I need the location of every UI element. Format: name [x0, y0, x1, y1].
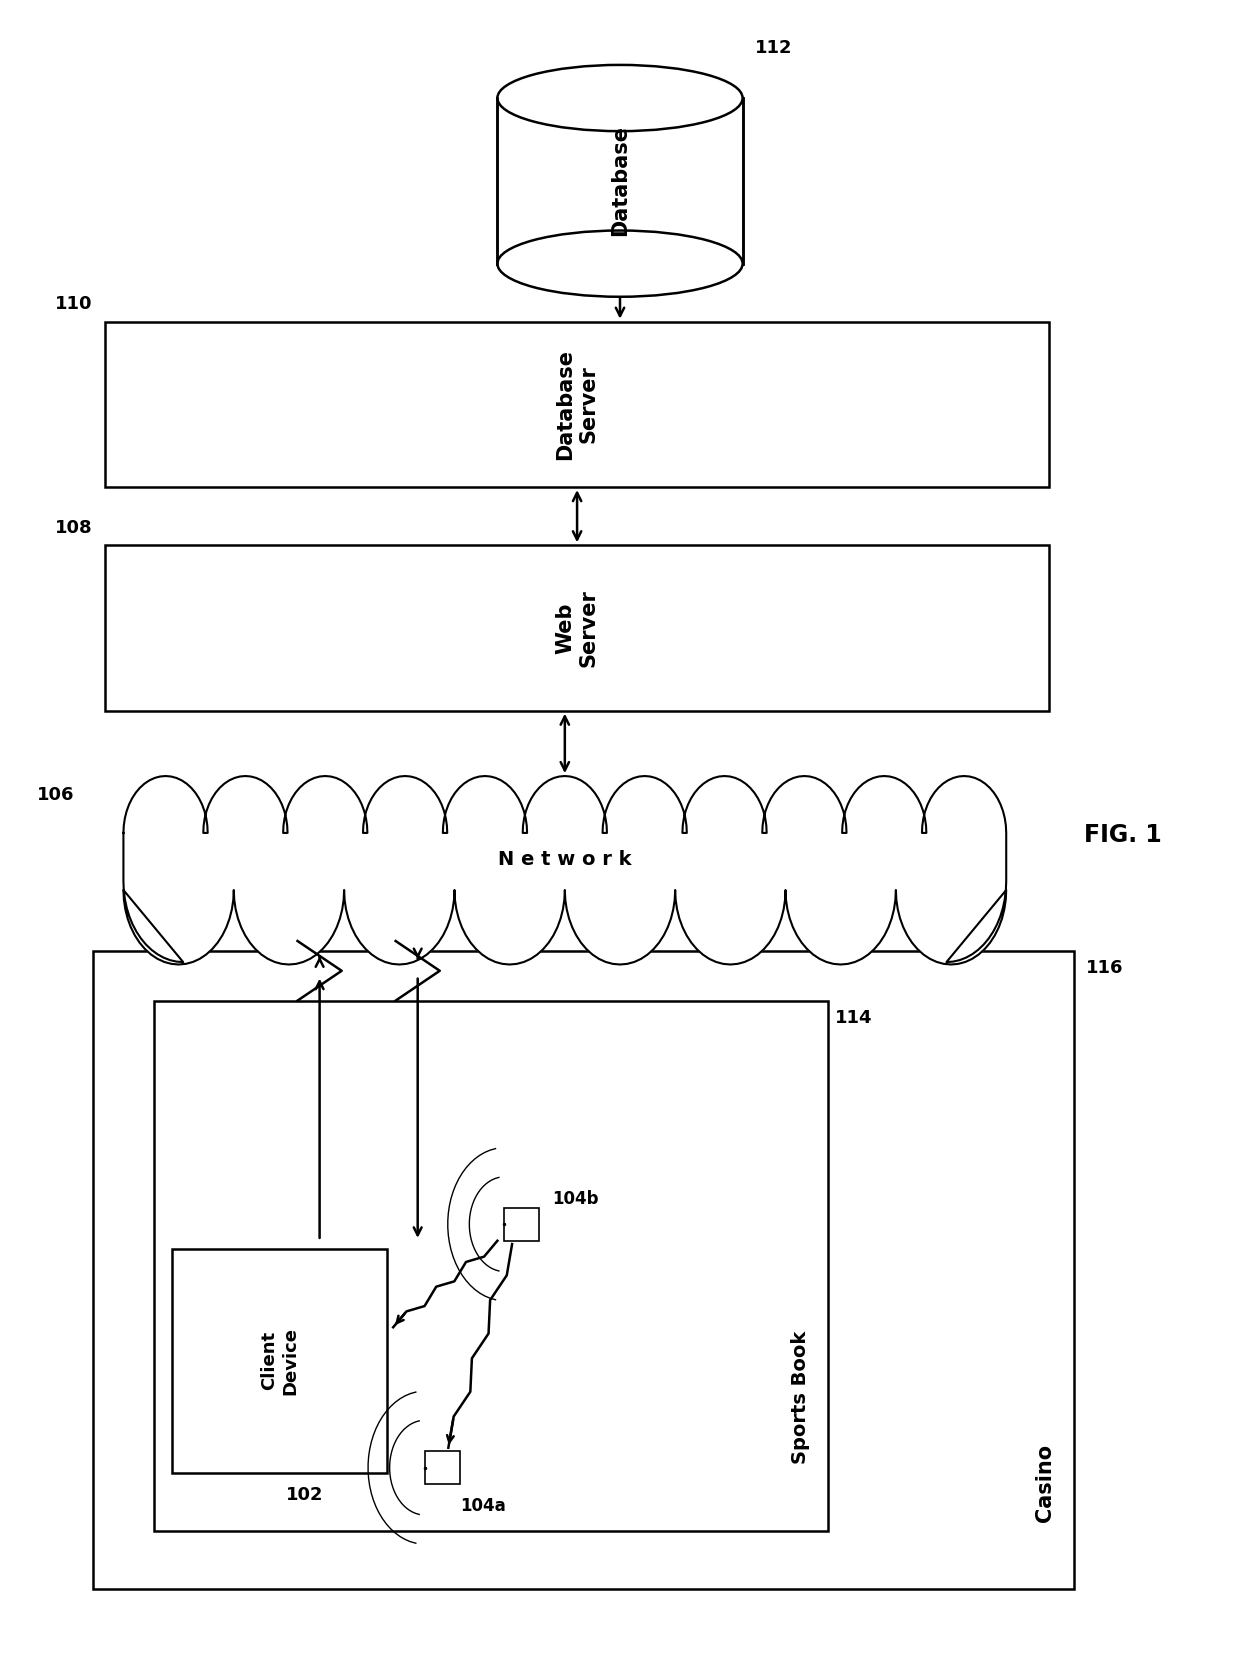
Text: 104a: 104a: [460, 1498, 506, 1515]
Text: N e t w o r k: N e t w o r k: [498, 850, 631, 870]
Text: FIG. 1: FIG. 1: [1084, 823, 1162, 847]
FancyBboxPatch shape: [172, 1249, 387, 1473]
Text: 104b: 104b: [553, 1189, 599, 1207]
Text: 114: 114: [835, 1009, 872, 1027]
Polygon shape: [497, 99, 743, 264]
Text: 106: 106: [37, 787, 74, 805]
Polygon shape: [124, 777, 1006, 965]
Text: Sports Book: Sports Book: [791, 1331, 810, 1465]
Text: 102: 102: [286, 1486, 324, 1505]
FancyBboxPatch shape: [105, 544, 1049, 711]
Text: Web
Server: Web Server: [556, 590, 599, 666]
Ellipse shape: [497, 230, 743, 297]
FancyBboxPatch shape: [424, 1451, 460, 1485]
FancyBboxPatch shape: [154, 1000, 828, 1531]
Text: Client
Device: Client Device: [260, 1328, 299, 1394]
Text: 112: 112: [755, 38, 792, 57]
FancyBboxPatch shape: [105, 322, 1049, 488]
Text: Database
Server: Database Server: [556, 349, 599, 459]
FancyBboxPatch shape: [93, 950, 1074, 1588]
Ellipse shape: [497, 65, 743, 132]
Text: Database: Database: [610, 125, 630, 237]
Text: 108: 108: [55, 519, 93, 536]
Text: Casino: Casino: [1035, 1445, 1055, 1523]
FancyBboxPatch shape: [505, 1207, 539, 1241]
Text: 116: 116: [1086, 959, 1123, 977]
Text: 110: 110: [56, 296, 93, 314]
